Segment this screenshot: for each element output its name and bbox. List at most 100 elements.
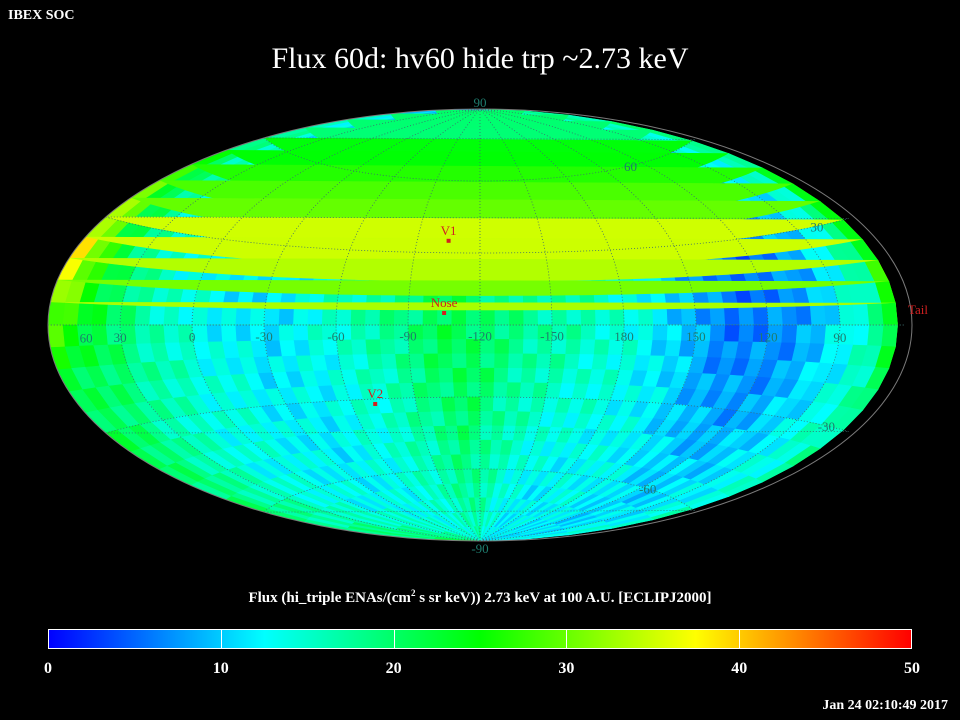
flux-cell — [580, 324, 596, 341]
flux-cell — [466, 396, 481, 412]
graticule-labels: 60 30 0 -30 -60 -90 -120 -150 180 150 120 90 90 60 30 -… — [80, 95, 847, 556]
flux-cell — [479, 367, 495, 383]
flux-cell — [518, 382, 535, 398]
flux-cell — [493, 324, 510, 340]
flux-cell — [547, 368, 564, 384]
flux-cell — [451, 353, 467, 369]
flux-cell — [560, 368, 578, 385]
flux-cell — [105, 197, 845, 221]
flux-cell — [48, 324, 65, 348]
flux-cell — [623, 309, 639, 326]
flux-cell — [479, 454, 491, 470]
flux-cell — [436, 339, 452, 355]
flux-cell — [162, 306, 180, 326]
colorbar-tick-label: 50 — [904, 660, 920, 677]
longitude-label: -90 — [399, 329, 416, 344]
flux-cell — [508, 310, 524, 326]
flux-cell — [593, 339, 610, 356]
flux-cell — [456, 425, 470, 441]
graticule-line — [407, 109, 481, 541]
flux-cell — [407, 310, 423, 326]
flux-cell — [378, 324, 395, 341]
flux-cell — [468, 439, 481, 455]
longitude-label: -30 — [255, 329, 272, 344]
colorbar-tick-label: 40 — [731, 660, 748, 677]
graticule-line — [335, 109, 481, 541]
flux-cell — [350, 339, 367, 356]
flux-cell — [666, 324, 682, 342]
flux-cell — [488, 454, 501, 470]
flux-cell — [492, 396, 507, 412]
flux-cell — [335, 309, 352, 326]
flux-cell — [479, 468, 490, 484]
latitude-label: 60 — [624, 159, 637, 174]
flux-cell — [191, 307, 208, 326]
graticule — [48, 109, 905, 541]
flux-cell — [508, 324, 524, 340]
flux-cell — [48, 302, 65, 326]
flux-cell — [453, 396, 468, 412]
flux-cell — [493, 353, 509, 369]
longitude-label: 30 — [114, 330, 127, 345]
flux-cell — [437, 367, 454, 384]
flux-cell — [451, 367, 467, 384]
flux-cell — [594, 324, 610, 341]
latitude-label: 30 — [810, 219, 823, 234]
flux-cell — [780, 306, 798, 326]
latitude-label: -30 — [818, 419, 835, 434]
flux-cell — [503, 411, 518, 427]
flux-cell — [479, 353, 495, 369]
flux-cell — [379, 339, 396, 355]
flux-cell — [508, 339, 524, 355]
flux-cell — [723, 324, 740, 343]
flux-cell — [637, 324, 654, 341]
longitude-label: -60 — [327, 329, 344, 344]
colorbar — [48, 629, 912, 649]
longitude-label: -150 — [540, 329, 564, 344]
flux-cell — [450, 339, 467, 355]
flux-cell — [465, 310, 481, 326]
flux-cell — [578, 339, 596, 355]
flux-cell — [516, 396, 533, 413]
flux-cell — [466, 382, 481, 398]
colorbar-tick-label: 20 — [385, 660, 402, 677]
colorbar-title-sup: 2 — [410, 588, 416, 598]
colorbar-title: Flux (hi_triple ENAs/(cm2 s sr keV)) 2.7… — [0, 588, 960, 607]
flux-cell — [680, 308, 697, 326]
flux-cell — [148, 324, 165, 344]
flux-cell — [522, 324, 538, 340]
flux-cell — [479, 425, 493, 441]
colorbar-tick-label: 30 — [558, 660, 575, 677]
longitude-label: 60 — [80, 331, 93, 346]
flux-cell — [505, 382, 521, 398]
flux-cell — [450, 324, 467, 340]
flux-cell — [506, 367, 523, 384]
flux-cell — [148, 306, 165, 326]
flux-cell — [422, 310, 438, 326]
flux-cell — [507, 353, 523, 369]
flux-cell — [134, 324, 151, 345]
map-outline — [47, 108, 913, 542]
longitude-label: -120 — [468, 329, 492, 344]
flux-cell — [422, 339, 438, 355]
flux-cell — [565, 309, 582, 326]
marker-dot — [373, 402, 378, 406]
flux-cell — [479, 396, 494, 412]
flux-cell — [234, 308, 251, 326]
flux-cell — [278, 308, 294, 326]
flux-cell — [307, 339, 325, 357]
flux-cell — [551, 310, 567, 326]
flux-cell — [378, 309, 395, 326]
flux-cell — [493, 367, 509, 384]
flux-cell — [866, 303, 884, 326]
flux-cell — [90, 304, 108, 326]
flux-cell — [577, 354, 594, 370]
flux-cell — [220, 324, 237, 343]
flux-cell — [479, 411, 493, 427]
flux-cell — [450, 310, 467, 326]
flux-cells — [48, 109, 898, 541]
flux-cell — [795, 324, 812, 344]
flux-cell — [608, 309, 625, 326]
flux-cell — [439, 382, 455, 398]
